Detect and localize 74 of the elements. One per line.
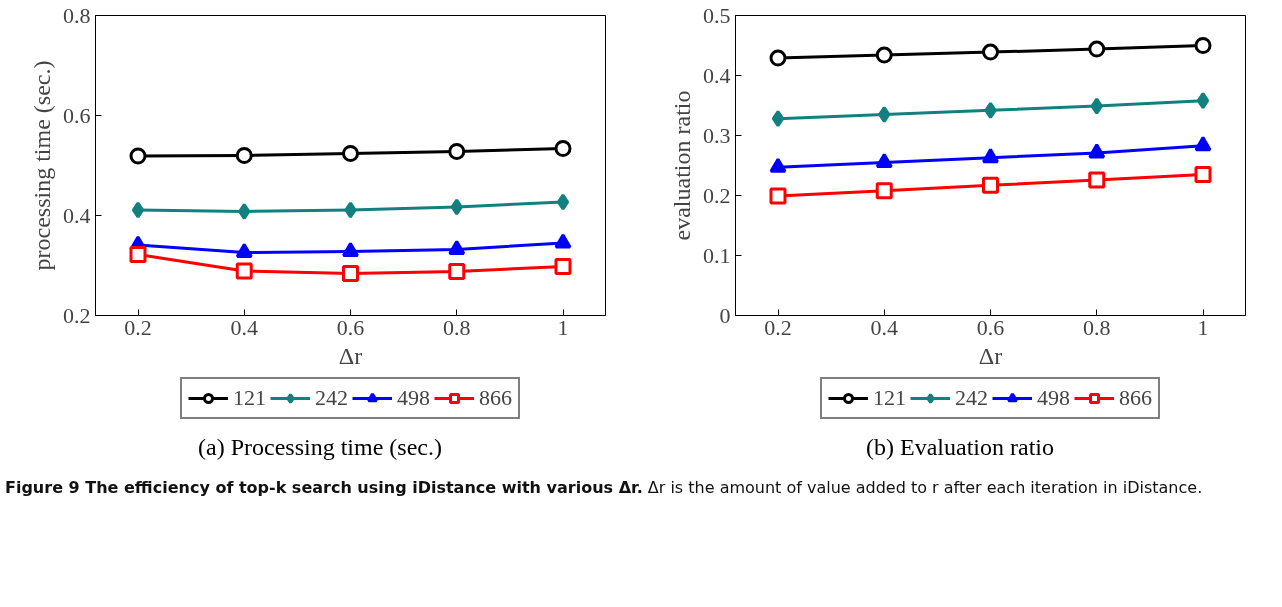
- x-axis-title: Δr: [338, 342, 363, 369]
- point: [769, 49, 787, 67]
- x-tick-label: 1: [1197, 314, 1209, 340]
- point: [1194, 166, 1212, 183]
- caption: Figure 9 The efficiency of top-k search using iDistance with various Δr.: [5, 478, 643, 497]
- point: [1196, 92, 1210, 110]
- x-tick-label: 0.8: [1083, 314, 1111, 340]
- point: [556, 193, 570, 211]
- y-tick-label: 0: [719, 302, 731, 328]
- legend-label: 498: [397, 385, 430, 411]
- y-axis-title: processing time (sec.): [29, 60, 55, 271]
- y-tick-label: 0.8: [63, 2, 91, 28]
- point: [448, 263, 466, 280]
- legend-label: 866: [1119, 385, 1152, 411]
- point: [878, 106, 891, 123]
- point: [238, 203, 251, 220]
- legend-label: 242: [955, 385, 988, 411]
- point: [342, 241, 359, 258]
- x-tick-label: 0.2: [764, 314, 792, 340]
- point: [984, 101, 997, 119]
- point: [344, 201, 357, 219]
- x-tick-label: 1: [557, 314, 569, 340]
- point: [554, 140, 572, 157]
- text: (b) Evaluation ratio: [865, 433, 1055, 462]
- legend-label: 121: [233, 385, 266, 411]
- point: [235, 242, 253, 259]
- point: [235, 262, 253, 280]
- x-tick-label: 0.4: [230, 314, 258, 340]
- point: [554, 233, 572, 249]
- point: [1088, 40, 1106, 58]
- y-tick-label: 0.3: [703, 122, 731, 148]
- point: [448, 143, 466, 160]
- point: [448, 239, 466, 256]
- point: [450, 198, 463, 216]
- legend-label: 498: [1037, 385, 1070, 411]
- y-tick-label: 0.6: [63, 102, 91, 128]
- point: [769, 187, 787, 205]
- y-tick-label: 0.2: [703, 182, 731, 208]
- point: [769, 157, 787, 173]
- y-tick-label: 0.4: [63, 202, 91, 228]
- point: [1088, 143, 1106, 159]
- point: [875, 152, 893, 169]
- point: [342, 265, 359, 282]
- point: [131, 201, 145, 219]
- x-tick-label: 0.2: [124, 314, 152, 340]
- y-tick-label: 0.5: [703, 2, 731, 28]
- text: (a) Processing time (sec.): [197, 433, 443, 462]
- legend-label: 866: [479, 385, 512, 411]
- point: [1088, 171, 1106, 189]
- x-tick-label: 0.6: [976, 314, 1005, 340]
- text: Δr is the amount of value added to r after each iteration in iDistance.: [647, 478, 1203, 497]
- point: [875, 182, 893, 200]
- point: [982, 148, 999, 164]
- point: [129, 246, 147, 263]
- y-tick-label: 0.1: [703, 242, 731, 268]
- point: [342, 145, 359, 162]
- point: [771, 110, 785, 128]
- legend-label: 242: [315, 385, 348, 411]
- point: [1194, 37, 1212, 54]
- x-tick-label: 0.4: [870, 314, 898, 340]
- point: [982, 176, 999, 194]
- point: [554, 258, 572, 275]
- point: [1090, 97, 1103, 115]
- x-axis-title: Δr: [978, 342, 1003, 369]
- point: [235, 147, 253, 164]
- point: [129, 147, 147, 165]
- x-tick-label: 0.6: [336, 314, 365, 340]
- x-tick-label: 0.8: [443, 314, 471, 340]
- point: [875, 46, 893, 64]
- point: [982, 43, 999, 61]
- legend-label: 121: [873, 385, 906, 411]
- point: [1194, 136, 1212, 152]
- y-tick-label: 0.4: [703, 62, 731, 88]
- y-axis-title: evaluation ratio: [669, 90, 695, 241]
